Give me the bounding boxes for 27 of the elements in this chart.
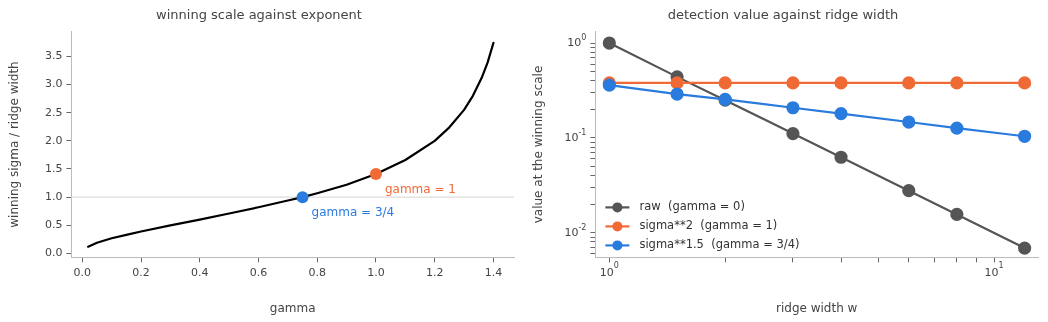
x-axis-title: ridge width w [776,300,858,315]
chart-title: detection value against ridge width [667,7,899,23]
y-axis-title: value at the winning scale [531,65,546,224]
annotation: gamma = 1 [384,182,456,197]
x-tick-label: 1.2 [425,265,444,279]
x-tick-label: 0.2 [132,265,150,279]
legend-label: raw (gamma = 0) [639,199,745,214]
y-tick-label: 3.5 [44,49,63,63]
y-tick-label: 1.5 [44,161,63,175]
y-tick-label: 2.5 [44,105,63,119]
y-axis-title: winning sigma / ridge width [7,61,22,228]
x-tick-label: 0.8 [308,265,326,279]
legend-label: sigma**2 (gamma = 1) [639,218,778,233]
x-axis-title: gamma [269,300,316,315]
x-tick-label: 0.4 [191,265,209,279]
y-tick-label: 2.0 [44,133,63,147]
y-tick-label: 1.0 [44,190,63,204]
y-tick-label: 3.0 [44,77,63,91]
x-tick-label: 1.0 [367,265,385,279]
x-tick-label: 0.6 [249,265,268,279]
y-tick-label: 0.5 [44,218,63,232]
legend-label: sigma**1.5 (gamma = 3/4) [639,237,800,252]
annotation: gamma = 3/4 [311,205,395,220]
x-tick-label: 0.0 [73,265,92,279]
x-tick-label: 1.4 [484,265,503,279]
y-tick-label: 0.0 [44,246,63,260]
chart-title: winning scale against exponent [156,7,362,23]
